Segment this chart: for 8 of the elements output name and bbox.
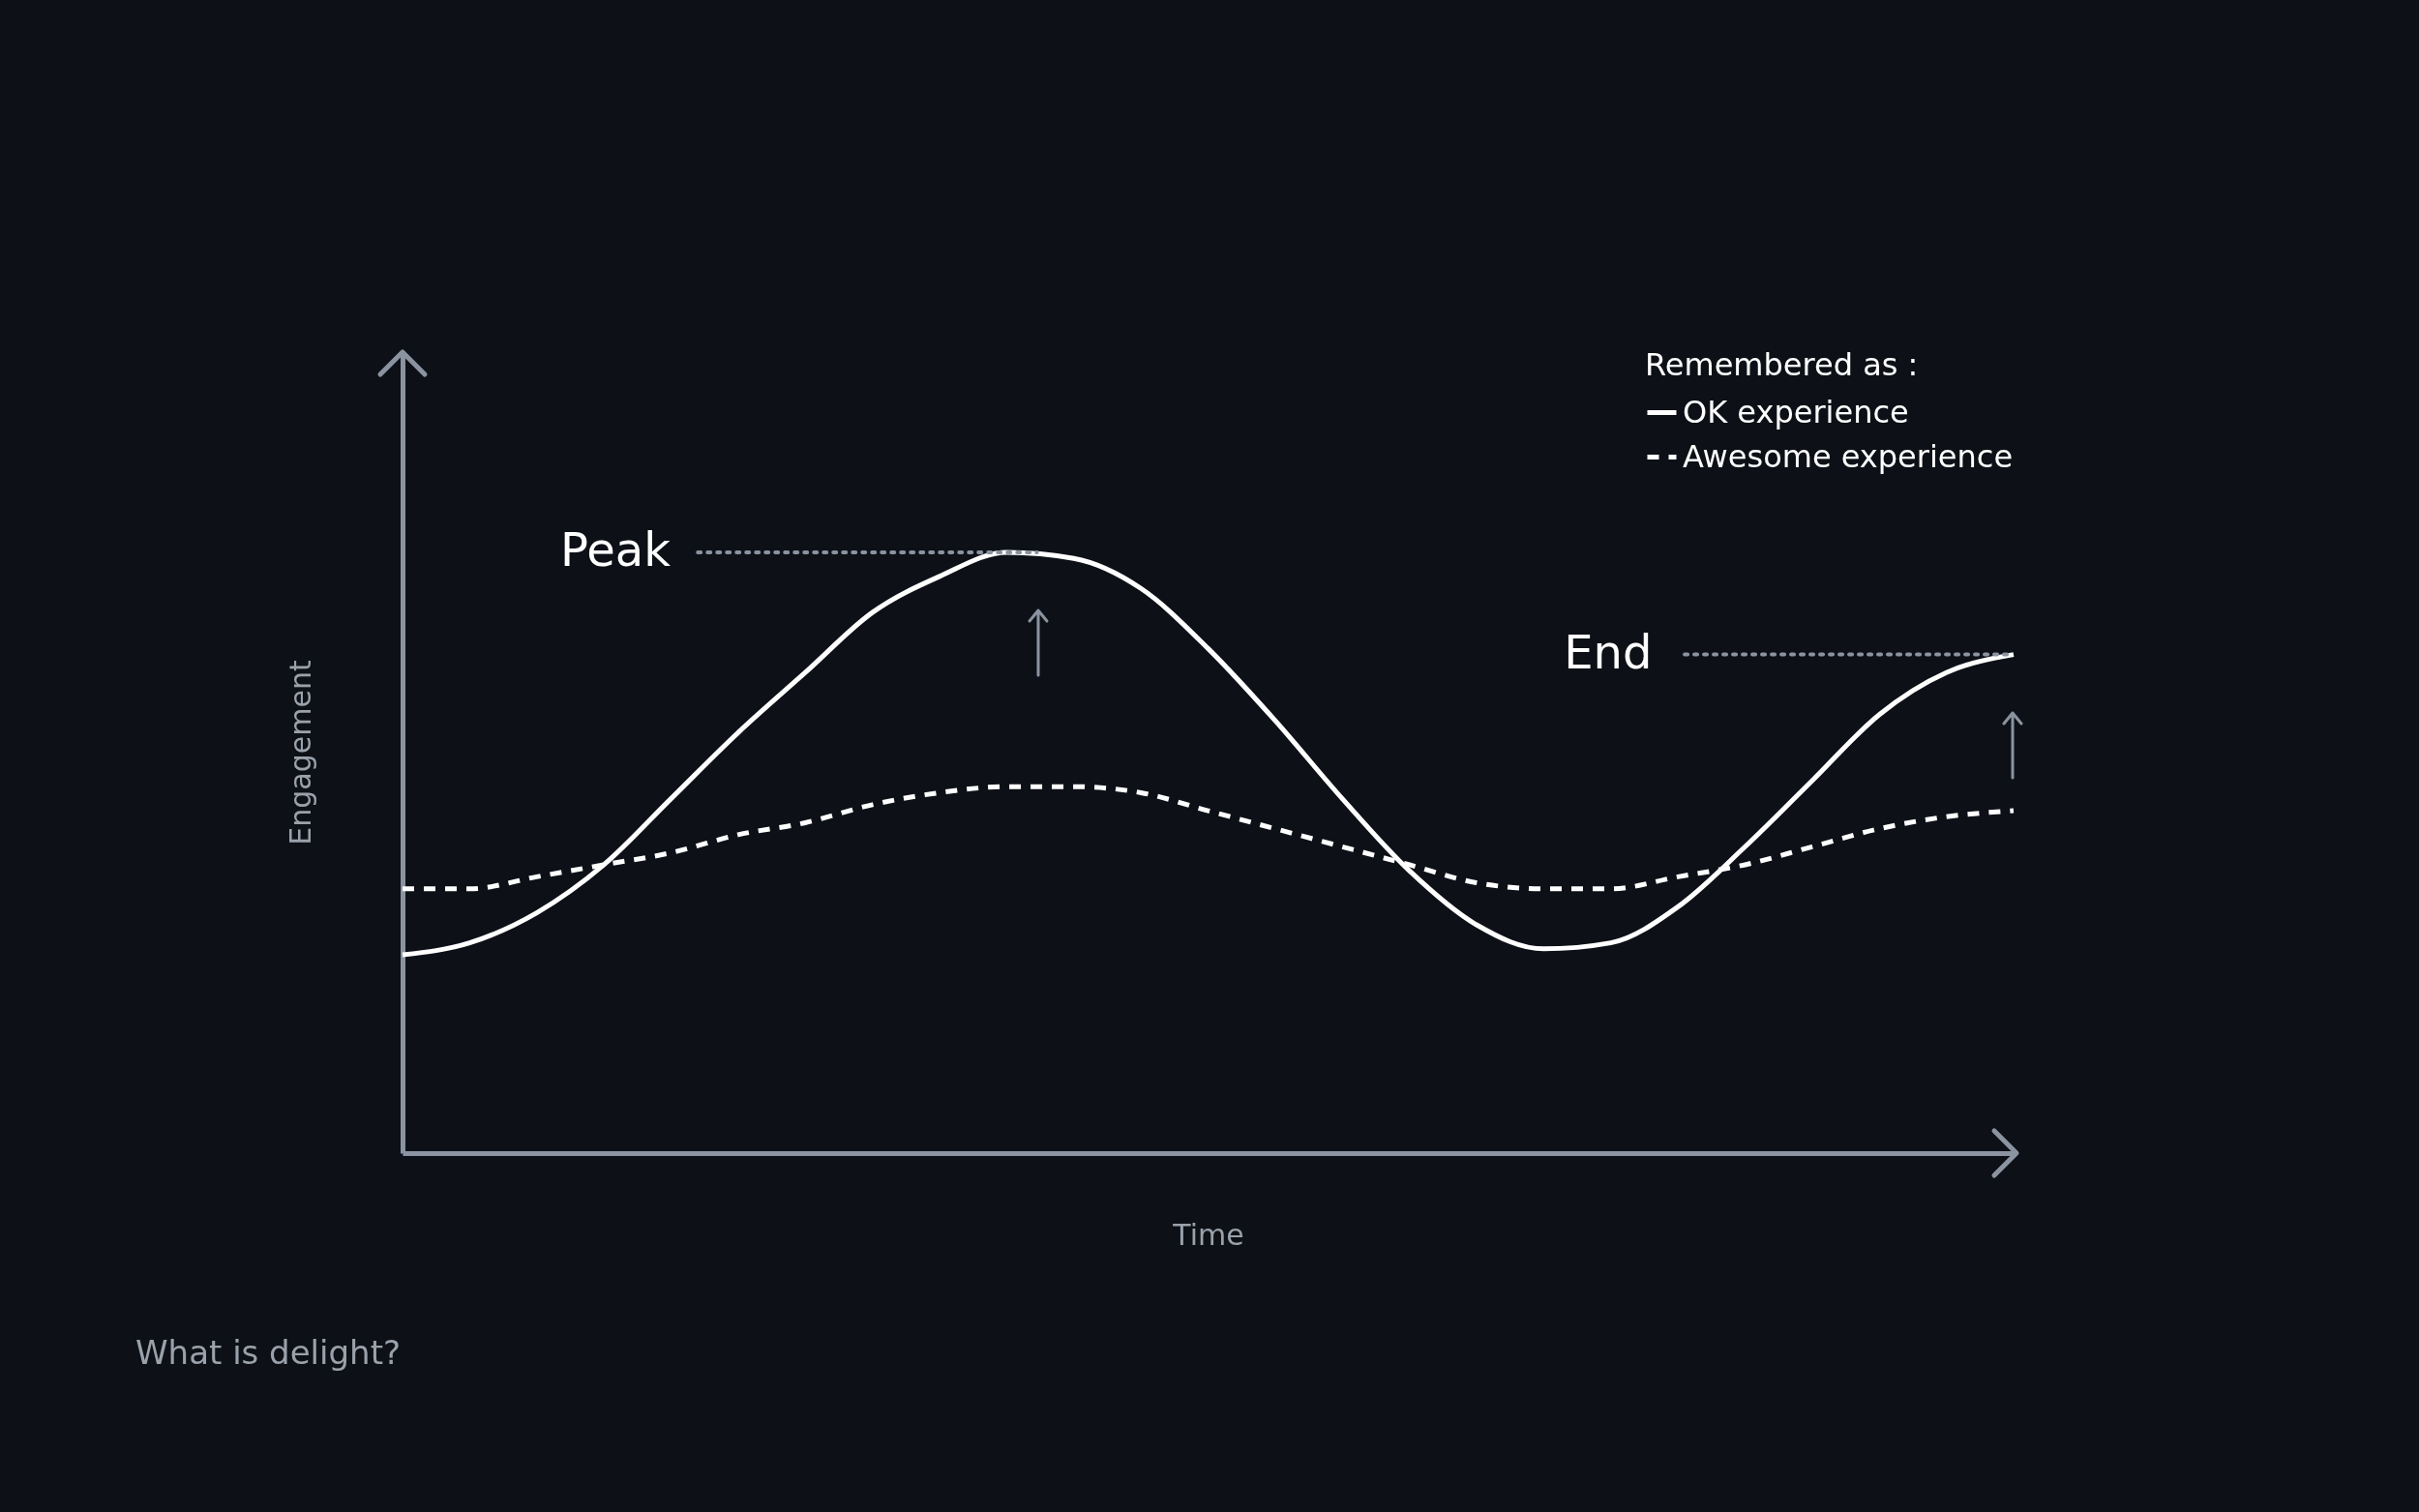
y-axis-title: Engagement [283, 660, 317, 845]
annotation: End [1564, 624, 1653, 679]
annotation: Peak [560, 522, 672, 578]
legend-label: OK experience [1683, 393, 1909, 430]
legend-label: Awesome experience [1683, 437, 2014, 475]
x-axis-title: Time [1172, 1217, 1244, 1252]
legend-title: Remembered as : [1645, 346, 1919, 383]
text: What is delight? [135, 1333, 402, 1372]
